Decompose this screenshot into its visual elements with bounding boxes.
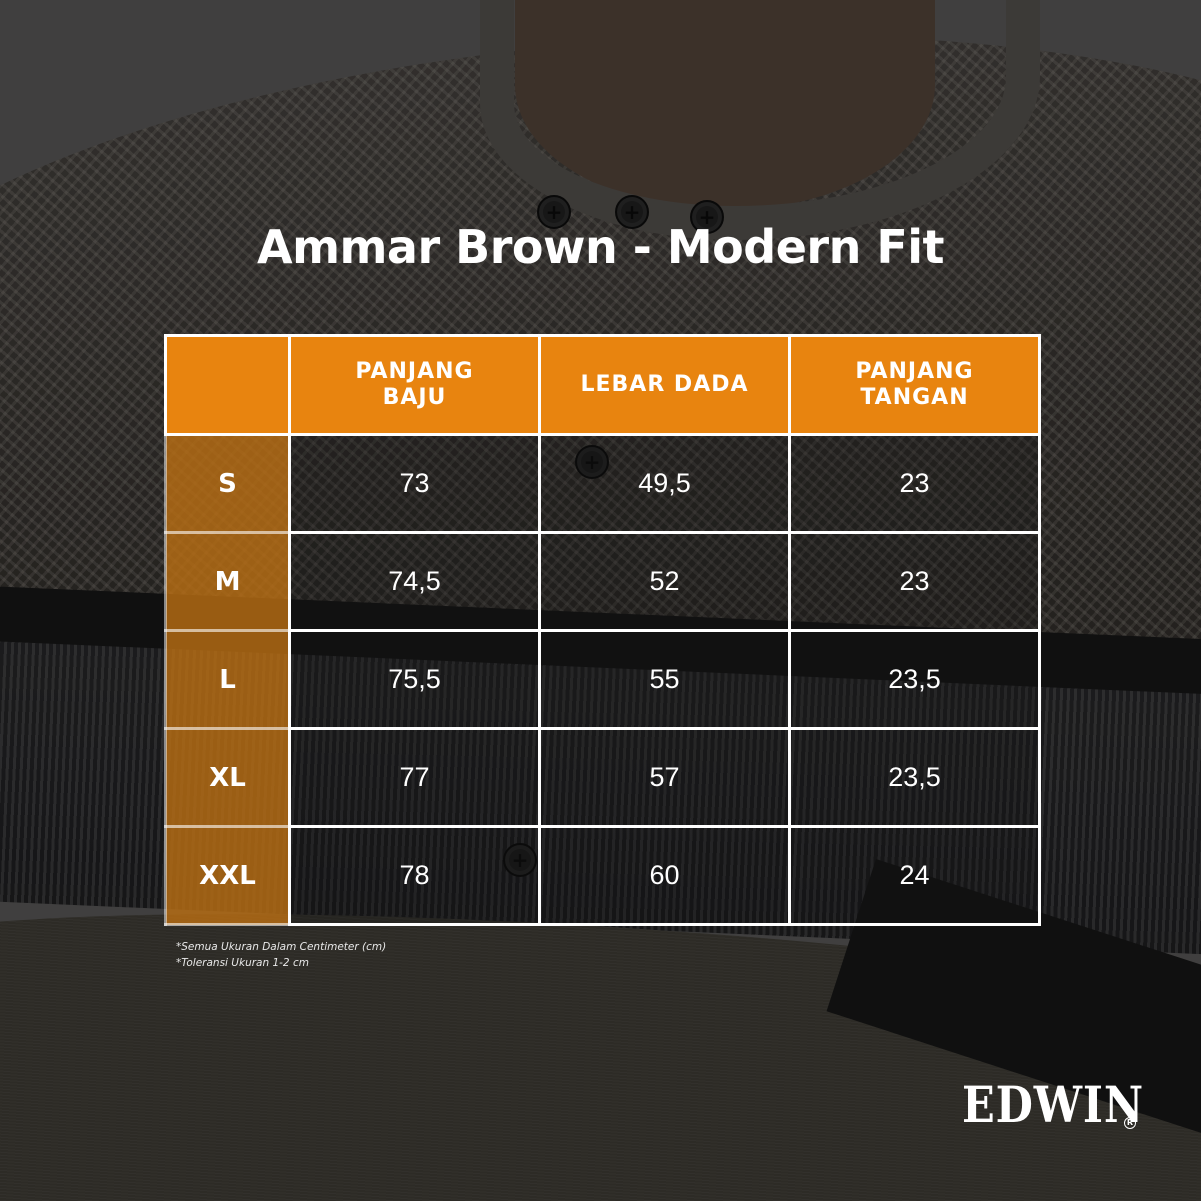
- panjang-baju-value: 74,5: [288, 531, 541, 632]
- size-label: M: [164, 531, 291, 632]
- page-title: Ammar Brown - Modern Fit: [256, 220, 945, 274]
- header-panjang-tangan: PANJANG TANGAN: [788, 334, 1041, 436]
- panjang-baju-value: 73: [288, 433, 541, 534]
- header-label-line: PANJANG: [855, 359, 974, 384]
- header-lebar-dada: LEBAR DADA: [538, 334, 791, 436]
- shirt-button-icon: [690, 200, 724, 234]
- lebar-dada-value: 52: [538, 531, 791, 632]
- lebar-dada-value: 57: [538, 727, 791, 828]
- shirt-button-icon: [615, 195, 649, 229]
- panjang-baju-value: 78: [288, 825, 541, 926]
- size-label: L: [164, 629, 291, 730]
- shirt-button-icon: [537, 195, 571, 229]
- table-row: XL 77 57 23,5: [164, 727, 1041, 828]
- header-size-corner: [164, 334, 291, 436]
- size-label: XL: [164, 727, 291, 828]
- panjang-tangan-value: 23,5: [788, 727, 1041, 828]
- panjang-tangan-value: 24: [788, 825, 1041, 926]
- lebar-dada-value: 55: [538, 629, 791, 730]
- table-row: XXL 78 60 24: [164, 825, 1041, 926]
- size-label: S: [164, 433, 291, 534]
- lebar-dada-value: 60: [538, 825, 791, 926]
- panjang-baju-value: 77: [288, 727, 541, 828]
- header-label-line: BAJU: [382, 385, 447, 410]
- header-label-line: PANJANG: [355, 359, 474, 384]
- table-row: M 74,5 52 23: [164, 531, 1041, 632]
- note-units: *Semua Ukuran Dalam Centimeter (cm): [176, 941, 387, 953]
- note-tolerance: *Toleransi Ukuran 1-2 cm: [176, 957, 309, 969]
- registered-trademark-icon: R: [1124, 1117, 1136, 1129]
- table-row: S 73 49,5 23: [164, 433, 1041, 534]
- table-row: L 75,5 55 23,5: [164, 629, 1041, 730]
- panjang-tangan-value: 23: [788, 433, 1041, 534]
- header-label-line: LEBAR DADA: [580, 372, 749, 397]
- edwin-logo: EDWIN: [962, 1075, 1145, 1134]
- size-label: XXL: [164, 825, 291, 926]
- lebar-dada-value: 49,5: [538, 433, 791, 534]
- panjang-tangan-value: 23: [788, 531, 1041, 632]
- size-chart-table: PANJANG BAJU LEBAR DADA PANJANG TANGAN S…: [164, 334, 1041, 926]
- header-panjang-baju: PANJANG BAJU: [288, 334, 541, 436]
- header-label-line: TANGAN: [860, 385, 969, 410]
- measurement-notes: *Semua Ukuran Dalam Centimeter (cm) *Tol…: [176, 939, 386, 971]
- panjang-baju-value: 75,5: [288, 629, 541, 730]
- table-header-row: PANJANG BAJU LEBAR DADA PANJANG TANGAN: [164, 334, 1041, 436]
- panjang-tangan-value: 23,5: [788, 629, 1041, 730]
